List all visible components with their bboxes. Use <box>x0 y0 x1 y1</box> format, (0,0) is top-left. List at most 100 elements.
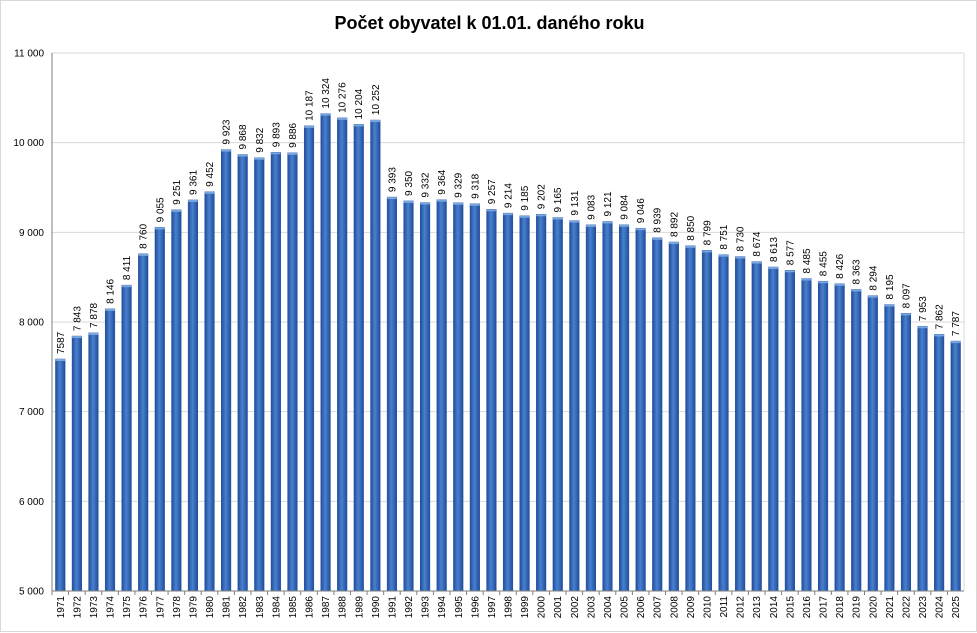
x-tick-label: 2007 <box>653 596 664 619</box>
bar <box>88 332 99 592</box>
data-label: 9 202 <box>537 184 548 209</box>
bar-cap <box>154 227 165 230</box>
x-tick-label: 2002 <box>570 596 581 619</box>
data-label: 8 195 <box>885 274 896 299</box>
x-tick-label: 1998 <box>504 596 515 619</box>
bar-cap <box>387 197 397 200</box>
bar <box>834 283 845 592</box>
x-tick-label: 1986 <box>305 596 316 619</box>
x-tick-label: 1976 <box>139 596 150 619</box>
bar-cap <box>370 120 381 123</box>
bar <box>453 202 464 592</box>
y-tick-label: 9 000 <box>19 228 44 239</box>
bar <box>552 217 563 592</box>
bar <box>171 209 182 592</box>
bar-cap <box>320 113 331 116</box>
data-label: 7 878 <box>89 302 100 327</box>
data-label: 8 294 <box>868 265 879 290</box>
bar-cap <box>105 308 115 311</box>
data-label: 10 204 <box>354 88 365 119</box>
bar-cap <box>818 281 828 284</box>
x-tick-label: 1989 <box>354 596 365 619</box>
bar-cap <box>353 124 364 127</box>
x-tick-label: 2000 <box>537 596 548 619</box>
x-tick-label: 2001 <box>553 596 564 619</box>
data-label: 8 850 <box>686 215 697 240</box>
bar-cap <box>254 157 265 160</box>
bar-cap <box>88 332 99 335</box>
bar <box>320 113 331 592</box>
data-label: 8 760 <box>139 223 150 248</box>
x-tick-label: 1987 <box>321 596 332 619</box>
bar-cap <box>171 209 182 212</box>
x-tick-label: 2025 <box>951 596 962 619</box>
data-label: 10 276 <box>338 82 349 113</box>
x-tick-label: 1988 <box>338 596 349 619</box>
bar-cap <box>221 149 231 152</box>
bar <box>884 304 895 592</box>
data-label: 9 868 <box>238 124 249 149</box>
data-label: 8 411 <box>122 255 133 280</box>
data-label: 8 485 <box>802 248 813 273</box>
bar-cap <box>569 220 580 223</box>
bar-cap <box>287 152 298 155</box>
data-label: 10 324 <box>321 78 332 109</box>
y-tick-label: 6 000 <box>19 497 44 508</box>
data-label: 7 843 <box>72 306 83 331</box>
bar <box>851 289 862 592</box>
data-label: 9 083 <box>586 194 597 219</box>
bar <box>386 196 397 592</box>
bar-cap <box>768 267 779 270</box>
bar <box>486 209 497 592</box>
data-label: 9 185 <box>520 185 531 210</box>
bar <box>619 224 630 592</box>
data-label: 8 363 <box>852 259 863 284</box>
data-label: 9 214 <box>504 183 515 208</box>
data-label: 7587 <box>56 331 67 354</box>
bar-cap <box>685 245 696 248</box>
bar <box>519 215 530 592</box>
bar-cap <box>403 200 414 203</box>
bar <box>685 245 696 592</box>
data-label: 8 751 <box>719 224 730 249</box>
x-tick-label: 1983 <box>255 596 266 619</box>
y-tick-label: 10 000 <box>13 138 44 149</box>
x-tick-label: 1978 <box>172 596 183 619</box>
bar <box>337 117 348 592</box>
x-tick-label: 2015 <box>785 596 796 619</box>
x-tick-label: 1974 <box>106 596 117 619</box>
bar <box>270 152 281 592</box>
bar <box>121 284 132 592</box>
data-label: 8 455 <box>819 251 830 276</box>
x-tick-label: 1972 <box>72 596 83 619</box>
x-tick-label: 2017 <box>819 596 830 619</box>
x-tick-label: 1982 <box>238 596 249 619</box>
bar <box>801 278 812 592</box>
x-tick-label: 2012 <box>736 596 747 619</box>
data-label: 9 084 <box>620 194 631 219</box>
x-tick-label: 2013 <box>752 596 763 619</box>
x-tick-label: 1995 <box>454 596 465 619</box>
bar-cap <box>884 304 895 307</box>
bar-cap <box>735 256 745 259</box>
x-tick-label: 1997 <box>487 596 498 619</box>
x-tick-label: 2005 <box>620 596 631 619</box>
bar <box>287 152 298 592</box>
bar <box>55 358 66 592</box>
bar-cap <box>619 224 629 227</box>
x-tick-label: 2003 <box>586 596 597 619</box>
x-tick-label: 2019 <box>852 596 863 619</box>
x-tick-label: 2024 <box>935 596 946 619</box>
bar <box>469 203 480 592</box>
bar <box>585 224 596 592</box>
bar <box>420 202 431 592</box>
bar <box>370 119 381 592</box>
bar-cap <box>552 217 563 220</box>
x-tick-label: 2006 <box>636 596 647 619</box>
bar-cap <box>917 326 928 329</box>
bar-cap <box>55 359 66 362</box>
bar-cap <box>72 336 82 339</box>
bar <box>817 280 829 592</box>
bar <box>718 254 729 592</box>
